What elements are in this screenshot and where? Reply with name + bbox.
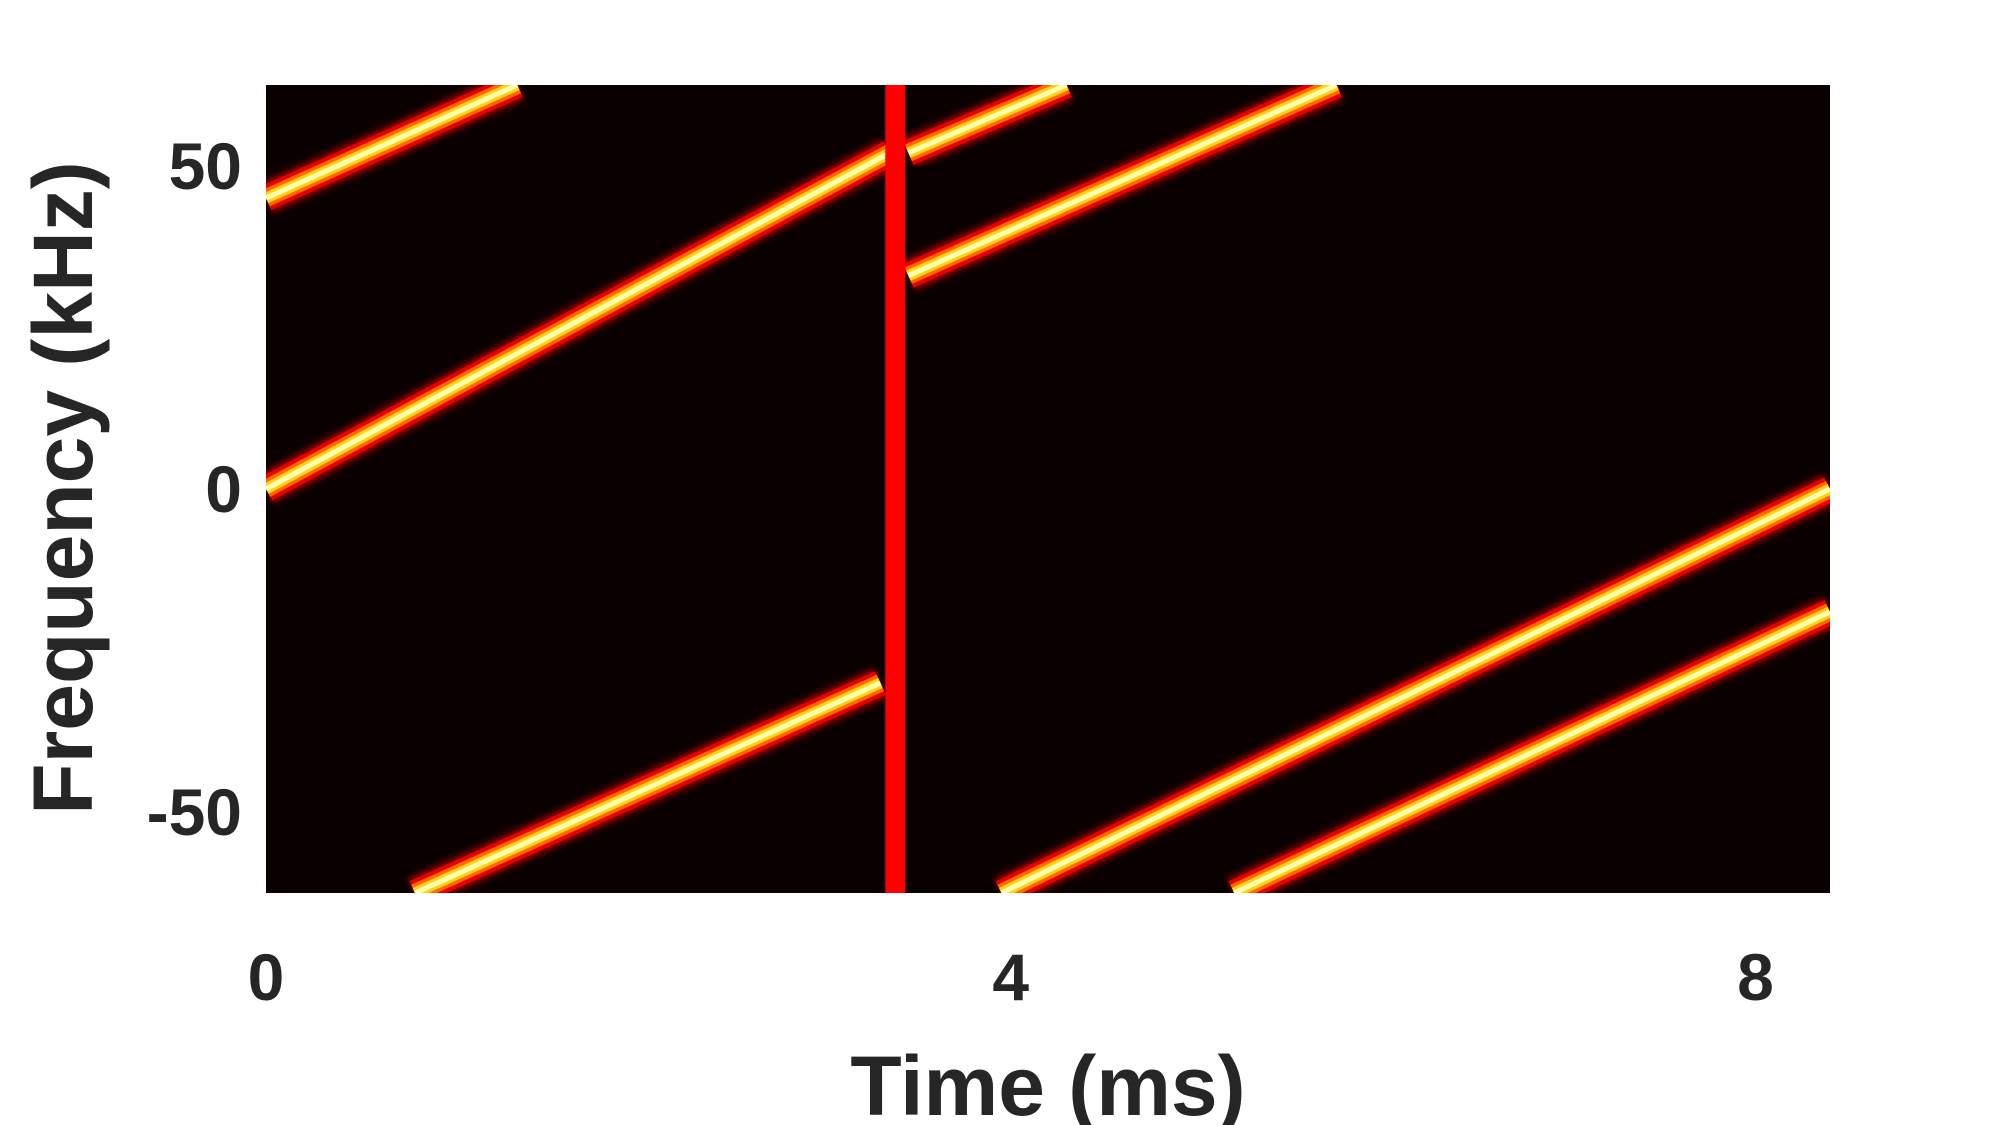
x-axis-label: Time (ms): [850, 1039, 1245, 1125]
chirp-lines: [266, 85, 1830, 893]
y-tick-label: 50: [169, 129, 242, 203]
chirp-line-5: [994, 473, 1830, 893]
x-tick-label: 8: [1737, 940, 1774, 1014]
y-tick-label: -50: [147, 775, 242, 849]
chirp-line-2: [407, 667, 888, 893]
x-tick-label: 0: [248, 940, 285, 1014]
x-tick-label: 4: [992, 940, 1029, 1014]
y-axis-label: Frequency (kHz): [16, 161, 110, 814]
x-tick-labels: 0 4 8: [248, 940, 1774, 1014]
chirp-line-3: [901, 85, 1074, 169]
chirp-line-4: [901, 85, 1344, 292]
y-tick-labels: -50 0 50: [147, 129, 242, 849]
chirp-line-1: [266, 137, 898, 504]
chirp-line-0: [266, 85, 525, 214]
y-tick-label: 0: [205, 452, 242, 526]
chirp-line-6: [1226, 596, 1830, 893]
